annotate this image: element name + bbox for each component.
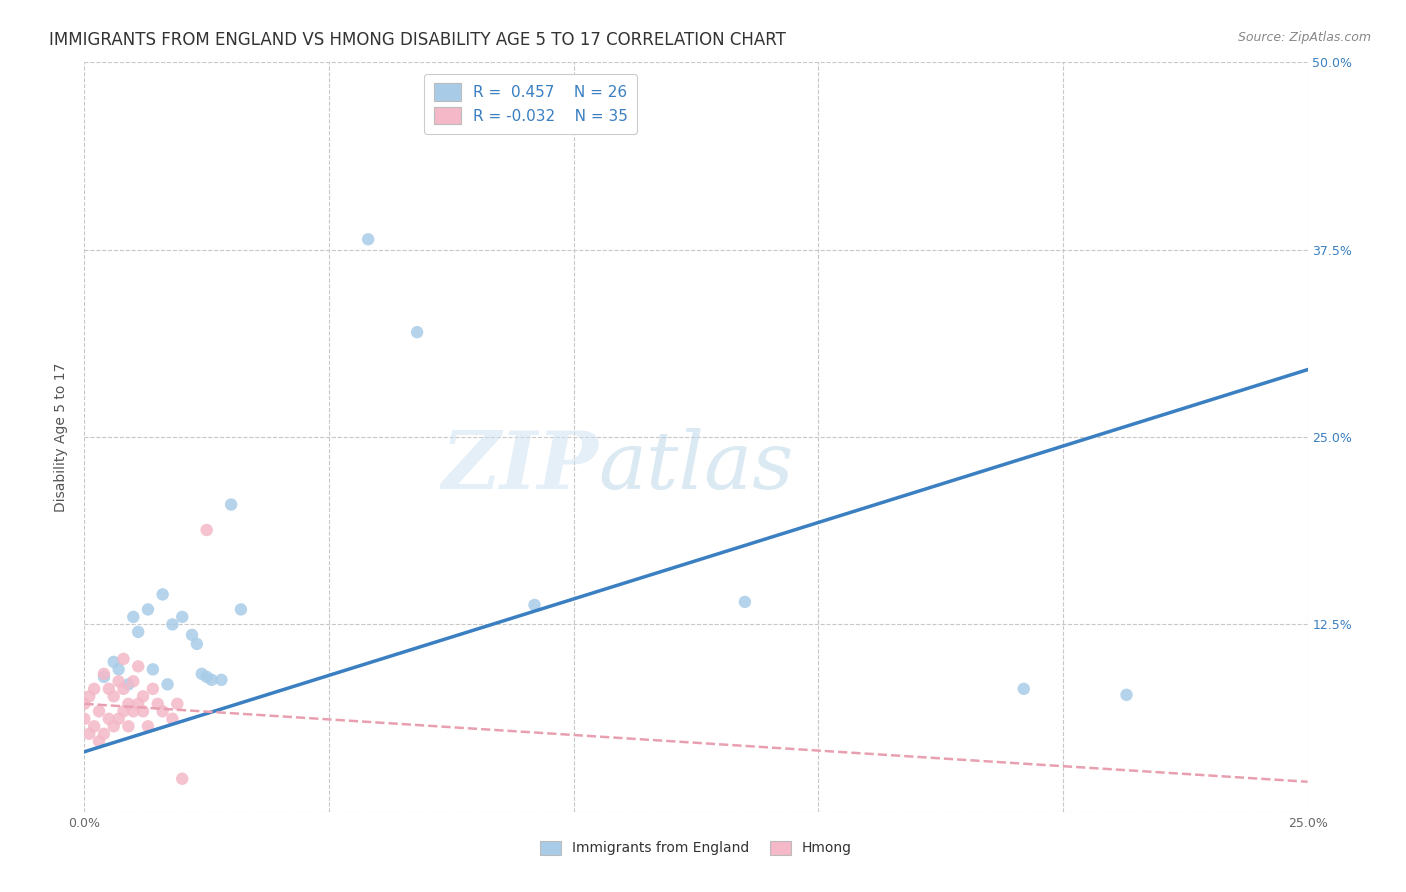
Point <box>195 523 218 537</box>
Text: ZIP: ZIP <box>441 428 598 506</box>
Point <box>142 662 165 676</box>
Point <box>1012 681 1035 696</box>
Point <box>93 727 115 741</box>
Point <box>122 610 145 624</box>
Point <box>142 681 165 696</box>
Point <box>156 677 179 691</box>
Point <box>127 659 149 673</box>
Point <box>112 704 135 718</box>
Point <box>191 666 214 681</box>
Text: IMMIGRANTS FROM ENGLAND VS HMONG DISABILITY AGE 5 TO 17 CORRELATION CHART: IMMIGRANTS FROM ENGLAND VS HMONG DISABIL… <box>49 31 786 49</box>
Point <box>172 772 194 786</box>
Point <box>103 719 125 733</box>
Point <box>127 697 149 711</box>
Point <box>87 704 110 718</box>
Point <box>117 719 139 733</box>
Point <box>97 681 120 696</box>
Point <box>97 712 120 726</box>
Point <box>103 655 125 669</box>
Point <box>73 712 96 726</box>
Point <box>117 677 139 691</box>
Point <box>107 674 129 689</box>
Point <box>107 662 129 676</box>
Point <box>93 666 115 681</box>
Point <box>132 690 155 704</box>
Point <box>136 602 159 616</box>
Point <box>83 681 105 696</box>
Point <box>406 325 429 339</box>
Point <box>103 690 125 704</box>
Point <box>1115 688 1137 702</box>
Point <box>162 617 184 632</box>
Point <box>112 652 135 666</box>
Point <box>209 673 232 687</box>
Point <box>136 719 159 733</box>
Point <box>219 498 242 512</box>
Point <box>229 602 252 616</box>
Point <box>93 670 115 684</box>
Point <box>146 697 169 711</box>
Point <box>195 670 218 684</box>
Point <box>186 637 208 651</box>
Point <box>112 681 135 696</box>
Y-axis label: Disability Age 5 to 17: Disability Age 5 to 17 <box>55 362 69 512</box>
Point <box>122 704 145 718</box>
Point <box>77 690 100 704</box>
Point <box>523 598 546 612</box>
Point <box>734 595 756 609</box>
Point <box>107 712 129 726</box>
Point <box>152 704 174 718</box>
Point <box>122 674 145 689</box>
Text: Source: ZipAtlas.com: Source: ZipAtlas.com <box>1237 31 1371 45</box>
Point <box>87 734 110 748</box>
Point <box>181 628 204 642</box>
Point <box>166 697 188 711</box>
Point <box>127 624 149 639</box>
Legend: Immigrants from England, Hmong: Immigrants from England, Hmong <box>534 835 858 861</box>
Point <box>172 610 194 624</box>
Text: atlas: atlas <box>598 428 793 506</box>
Point <box>357 232 380 246</box>
Point <box>152 587 174 601</box>
Point <box>200 673 222 687</box>
Point <box>83 719 105 733</box>
Point <box>117 697 139 711</box>
Point <box>162 712 184 726</box>
Point <box>132 704 155 718</box>
Point <box>77 727 100 741</box>
Point <box>73 697 96 711</box>
